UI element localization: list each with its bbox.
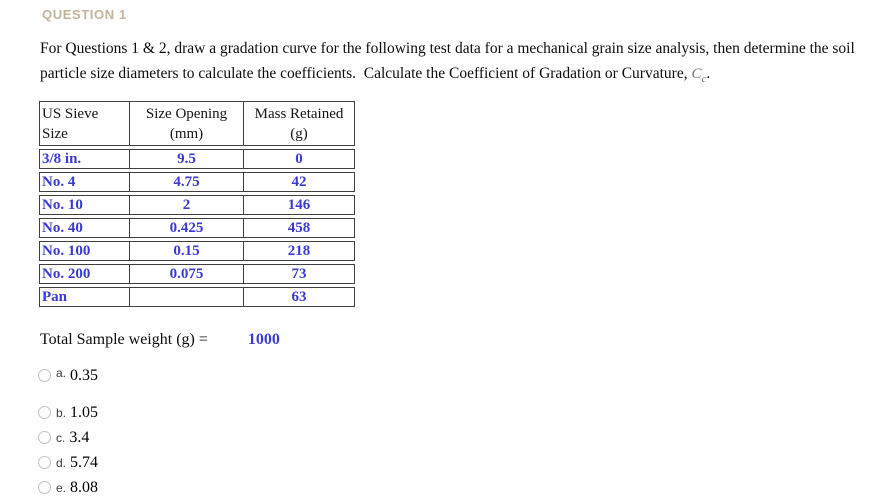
total-sample-weight: Total Sample weight (g) = 1000 [40,331,891,349]
header-us-sieve-size: US Sieve Size [39,101,129,146]
option-value: 8.08 [70,478,99,496]
table-cell-mass: 458 [243,218,355,238]
answer-options: a. 0.35 b. 1.05 c. 3.4 d. 5.74 e. 8.08 [38,365,891,496]
table-row: No. 100 0.15 218 [39,241,355,261]
table-header-row: US Sieve Size Size Opening (mm) Mass Retai… [39,101,355,146]
option-letter: d. [56,455,67,470]
option-letter: c. [56,430,66,445]
table-cell-opening: 9.5 [129,149,243,169]
option-letter: e. [56,480,67,495]
table-cell-mass: 73 [243,264,355,284]
radio-button-b[interactable] [38,406,51,419]
radio-button-d[interactable] [38,456,51,469]
radio-button-c[interactable] [38,431,51,444]
option-value: 1.05 [70,403,99,421]
table-row: No. 4 4.75 42 [39,172,355,192]
answer-option-b[interactable]: b. 1.05 [38,404,891,421]
answer-option-e[interactable]: e. 8.08 [38,479,891,496]
table-cell-mass: 146 [243,195,355,215]
question-instructions: For Questions 1 & 2, draw a gradation cu… [40,36,891,92]
table-row: No. 200 0.075 73 [39,264,355,284]
table-cell-mass: 0 [243,149,355,169]
instructions-line-1: For Questions 1 & 2, draw a gradation cu… [40,40,855,57]
table-row: No. 40 0.425 458 [39,218,355,238]
option-value: 0.35 [70,366,99,384]
table-cell-opening: 2 [129,195,243,215]
table-cell-opening [129,287,243,307]
radio-button-a[interactable] [38,369,51,382]
table-cell-mass: 42 [243,172,355,192]
table-cell-mass: 218 [243,241,355,261]
table-cell-mass: 63 [243,287,355,307]
total-weight-label: Total Sample weight (g) = [40,331,208,348]
header-size-opening: Size Opening (mm) [129,101,243,146]
option-letter: b. [56,405,67,420]
table-cell-opening: 0.075 [129,264,243,284]
table-cell-sieve: Pan [39,287,129,307]
coefficient-symbol: Cc [691,66,707,85]
sieve-table: US Sieve Size Size Opening (mm) Mass Retai… [39,101,355,307]
table-cell-sieve: No. 40 [39,218,129,238]
table-cell-opening: 0.15 [129,241,243,261]
table-row: No. 10 2 146 [39,195,355,215]
radio-button-e[interactable] [38,481,51,494]
answer-option-c[interactable]: c. 3.4 [38,429,891,446]
table-row: Pan 63 [39,287,355,307]
table-cell-sieve: No. 10 [39,195,129,215]
answer-option-a[interactable]: a. 0.35 [38,365,891,384]
option-letter: a. [56,365,67,380]
option-value: 5.74 [70,453,99,471]
table-cell-sieve: No. 100 [39,241,129,261]
table-row: 3/8 in. 9.5 0 [39,149,355,169]
instructions-line-2: particle size diameters to calculate the… [40,65,711,85]
total-weight-value: 1000 [247,331,280,348]
option-value: 3.4 [69,428,90,446]
question-title: QUESTION 1 [42,7,127,22]
answer-option-d[interactable]: d. 5.74 [38,454,891,471]
header-mass-retained: Mass Retained (g) [243,101,355,146]
table-cell-sieve: No. 200 [39,264,129,284]
table-cell-sieve: No. 4 [39,172,129,192]
table-cell-opening: 0.425 [129,218,243,238]
table-cell-sieve: 3/8 in. [39,149,129,169]
table-cell-opening: 4.75 [129,172,243,192]
